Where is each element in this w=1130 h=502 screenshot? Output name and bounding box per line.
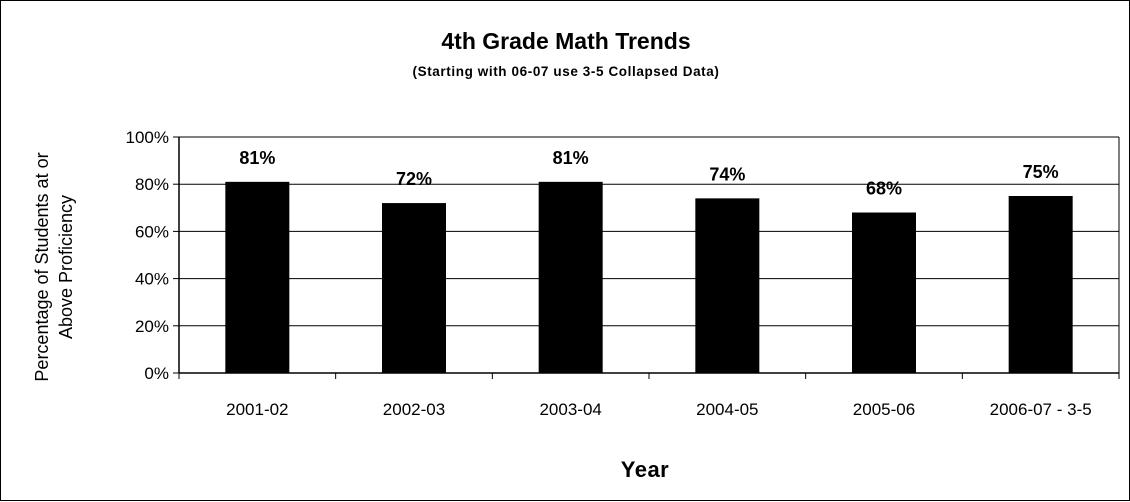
y-tick-label: 80% <box>135 175 169 194</box>
data-label: 74% <box>709 164 745 184</box>
x-tick-label: 2003-04 <box>539 400 601 419</box>
data-label: 81% <box>553 148 589 168</box>
bar <box>225 181 290 373</box>
y-tick-label: 40% <box>135 270 169 289</box>
bar <box>852 212 916 373</box>
data-labels: 81% 72% 81% 74% 68% 75% <box>239 148 1058 199</box>
chart-title: 4th Grade Math Trends <box>441 28 690 54</box>
bars <box>225 181 1073 373</box>
x-tick-label: 2005-06 <box>853 400 915 419</box>
data-label: 68% <box>866 179 902 199</box>
bar <box>1008 196 1073 373</box>
data-label: 81% <box>239 148 275 168</box>
x-axis-label: Year <box>621 457 670 482</box>
y-axis-label-line-2: Above Proficiency <box>56 195 76 339</box>
chart-subtitle: (Starting with 06-07 use 3-5 Collapsed D… <box>413 64 720 79</box>
y-tick-label: 100% <box>126 128 169 147</box>
x-tick-label: 2002-03 <box>383 400 445 419</box>
y-tick-label: 20% <box>135 317 169 336</box>
gridlines <box>179 136 1119 327</box>
x-tick-label: 2004-05 <box>696 400 758 419</box>
bar <box>695 198 760 373</box>
data-label: 75% <box>1023 162 1059 182</box>
bar <box>538 181 603 373</box>
y-axis-label: Percentage of Students at or Above Profi… <box>32 152 76 381</box>
bar <box>382 203 446 373</box>
x-tick-label: 2006-07 - 3-5 <box>990 400 1092 419</box>
data-label: 72% <box>396 169 432 189</box>
y-tick-label: 0% <box>144 364 169 383</box>
axes: 0% 20% 40% 60% 80% 100% 2001-02 2002-03 2003-04 2… <box>126 128 1120 419</box>
y-tick-label: 60% <box>135 222 169 241</box>
y-axis-label-line-1: Percentage of Students at or <box>32 152 52 381</box>
x-tick-label: 2001-02 <box>226 400 288 419</box>
